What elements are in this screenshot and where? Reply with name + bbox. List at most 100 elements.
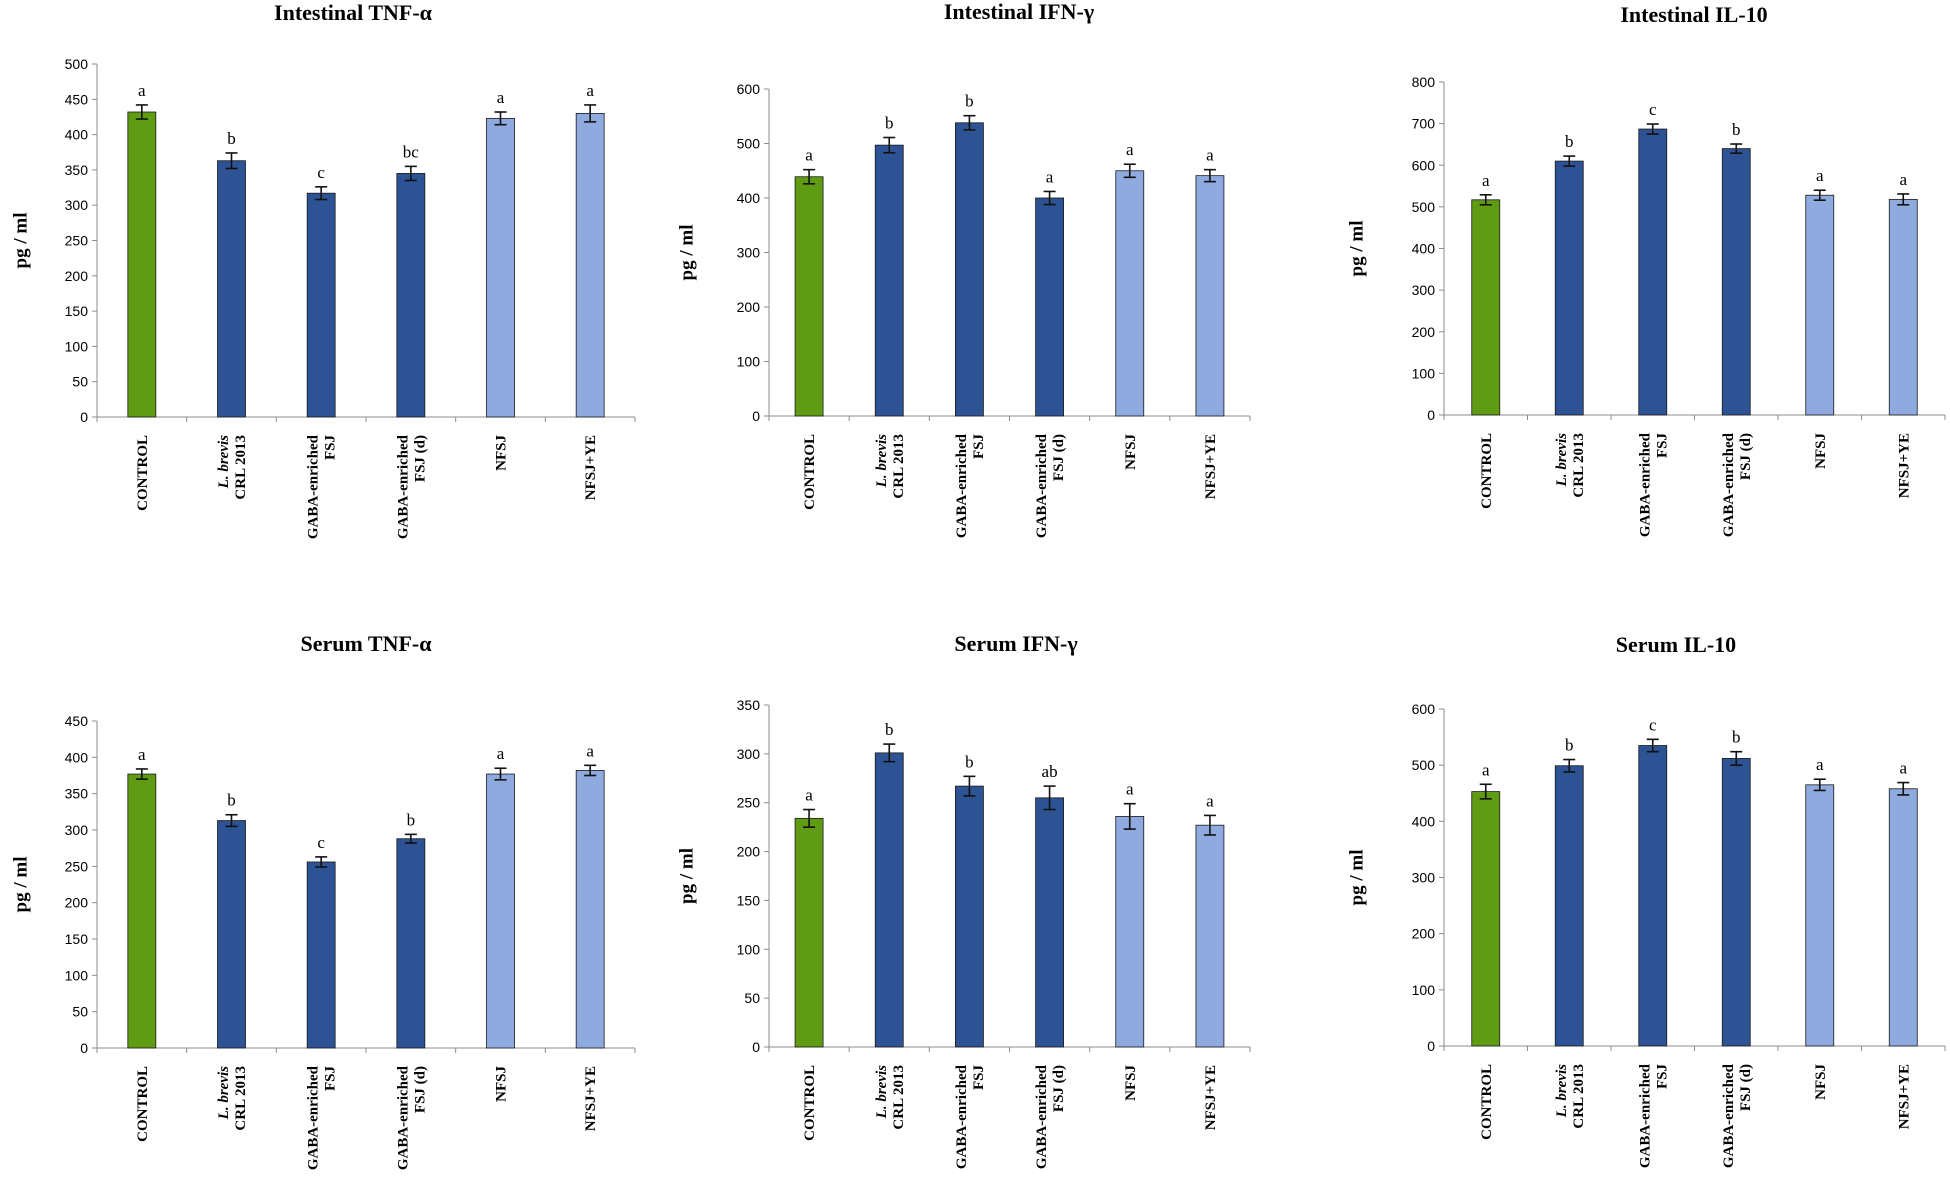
significance-label: a (497, 88, 505, 107)
x-category-label: GABA-enriched (1721, 432, 1737, 537)
significance-label: a (586, 81, 594, 100)
y-tick-label: 100 (737, 354, 761, 370)
significance-label: a (138, 81, 146, 100)
x-category-label: CRL 2013 (1571, 433, 1587, 498)
y-tick-label: 400 (65, 127, 89, 143)
chart-panel: Intestinal IL-10 pg / ml 0 100 200 300 400 500 6… (1346, 2, 1946, 537)
chart-panel: Serum IL-10 pg / ml 0 100 200 300 400 500 600 a CO… (1346, 632, 1946, 1168)
significance-label: b (1565, 736, 1574, 755)
chart-title: Intestinal IFN-γ (944, 0, 1094, 24)
significance-label: a (1046, 167, 1054, 186)
bar (1638, 745, 1668, 1047)
significance-label: a (1126, 780, 1134, 799)
y-tick-label: 300 (1412, 870, 1436, 886)
y-tick-label: 300 (65, 197, 89, 213)
bar (1638, 128, 1668, 416)
y-tick-label: 350 (65, 786, 89, 802)
chart-panel: Intestinal IFN-γ pg / ml 0 100 200 300 400 500 6… (676, 0, 1251, 538)
y-tick-label: 600 (1412, 701, 1436, 717)
y-tick-label: 450 (65, 91, 89, 107)
significance-label: b (227, 129, 236, 148)
y-tick-label: 100 (65, 967, 89, 983)
significance-label: b (965, 752, 974, 771)
significance-label: ab (1042, 762, 1058, 781)
bar (396, 838, 426, 1049)
y-tick-label: 300 (1412, 282, 1436, 298)
significance-label: a (1482, 171, 1490, 190)
y-tick-label: 500 (1412, 757, 1436, 773)
x-category-label: GABA-enriched (1034, 1064, 1050, 1169)
significance-label: b (407, 810, 416, 829)
x-category-label: GABA-enriched (1637, 1063, 1653, 1168)
x-category-label: NFSJ+YE (1203, 434, 1219, 499)
y-axis-label: pg / ml (10, 213, 31, 269)
y-tick-label: 0 (1427, 1038, 1435, 1054)
x-category-label: NFSJ (1813, 1064, 1829, 1100)
x-category-label: GABA-enriched (954, 1064, 970, 1169)
y-axis-label: pg / ml (676, 225, 697, 281)
x-category-label: CONTROL (135, 435, 151, 511)
y-tick-label: 200 (65, 895, 89, 911)
x-category-label: NFSJ+YE (1203, 1065, 1219, 1130)
significance-label: c (1649, 715, 1657, 734)
x-category-label: FSJ (323, 435, 339, 461)
bar (486, 773, 515, 1049)
significance-label: a (1899, 759, 1907, 778)
chart-panel: Serum TNF-α pg / ml 0 50 100 150 200 250 300 350 4… (10, 631, 636, 1170)
bar (306, 861, 336, 1049)
bar (955, 122, 984, 417)
x-category-label: GABA-enriched (395, 434, 411, 539)
x-category-label: GABA-enriched (1637, 432, 1653, 537)
significance-label: c (1649, 100, 1657, 119)
significance-label: a (805, 786, 813, 805)
bar (575, 113, 605, 418)
x-category-label: FSJ (d) (412, 1066, 428, 1113)
significance-label: c (317, 163, 325, 182)
significance-label: a (805, 146, 813, 165)
x-category-label: FSJ (d) (412, 435, 428, 482)
y-tick-label: 450 (65, 713, 89, 729)
x-category-label: GABA-enriched (1034, 433, 1050, 538)
x-category-label: NFSJ+YE (1896, 433, 1912, 498)
y-tick-label: 500 (737, 136, 761, 152)
bar (1554, 765, 1584, 1047)
y-tick-label: 100 (1412, 365, 1436, 381)
x-category-label: CONTROL (1479, 433, 1495, 509)
y-tick-label: 100 (737, 941, 761, 957)
y-tick-label: 200 (737, 299, 761, 315)
y-tick-label: 200 (737, 844, 761, 860)
x-category-label: L. brevis (216, 1066, 232, 1120)
chart-title: Intestinal TNF-α (274, 0, 433, 25)
x-category-label: CRL 2013 (1571, 1064, 1587, 1129)
bar (1115, 170, 1145, 417)
y-tick-label: 400 (1412, 241, 1436, 257)
y-tick-label: 700 (1412, 116, 1436, 132)
bar (794, 817, 824, 1048)
x-category-label: NFSJ+YE (1896, 1064, 1912, 1129)
y-tick-label: 150 (65, 303, 89, 319)
chart-title: Serum IL-10 (1616, 632, 1736, 657)
bar (396, 173, 426, 418)
x-category-label: L. brevis (874, 1065, 890, 1119)
significance-label: a (1482, 760, 1490, 779)
y-tick-label: 250 (65, 858, 89, 874)
bar (127, 773, 157, 1049)
y-tick-label: 0 (80, 409, 88, 425)
significance-label: a (1206, 146, 1214, 165)
y-tick-label: 50 (744, 990, 760, 1006)
y-tick-label: 100 (1412, 982, 1436, 998)
y-axis-label: pg / ml (676, 848, 697, 904)
bar (1805, 194, 1835, 416)
bar (306, 192, 336, 418)
y-axis-label: pg / ml (1346, 850, 1367, 906)
bar (1035, 797, 1064, 1048)
significance-label: b (1565, 132, 1574, 151)
y-tick-label: 800 (1412, 74, 1436, 90)
significance-label: bc (403, 142, 420, 161)
x-category-label: GABA-enriched (395, 1065, 411, 1170)
y-tick-label: 300 (737, 245, 761, 261)
bar (127, 111, 157, 418)
x-category-label: FSJ (d) (1051, 434, 1067, 481)
chart-title: Serum TNF-α (300, 631, 432, 656)
